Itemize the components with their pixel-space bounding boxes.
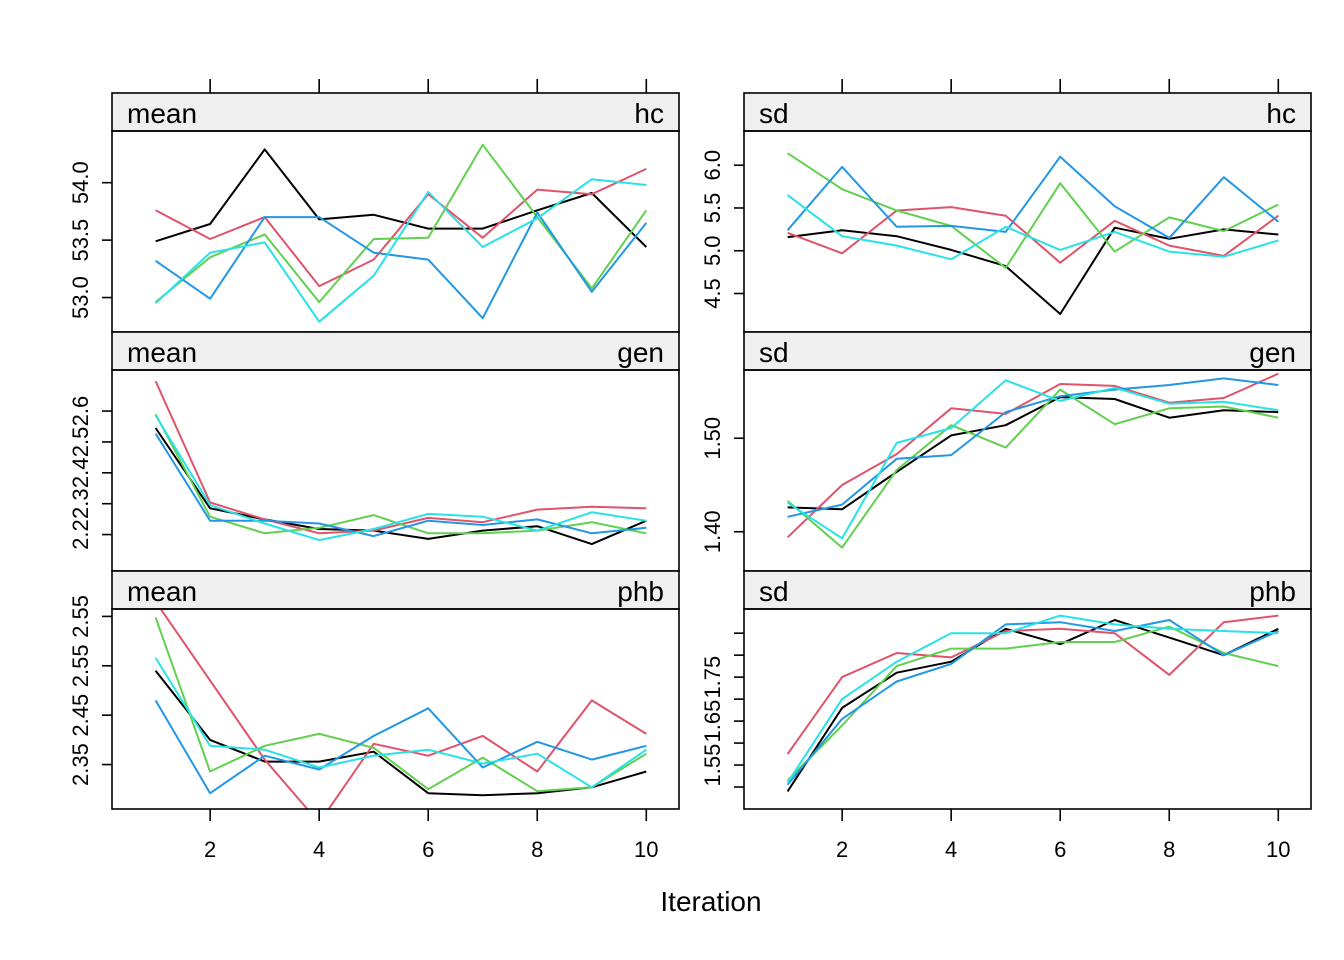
panel-sd-phb: sd phb 1.551.651.75 2 4 6 8 10: [700, 570, 1312, 862]
series-line-2: [786, 372, 1279, 539]
x-tick-label: 8: [1163, 837, 1175, 862]
series-line-5: [154, 414, 647, 542]
y-tick-label: 2.5: [68, 427, 93, 458]
series-line-1: [787, 226, 1279, 315]
series-line-2: [155, 167, 647, 288]
y-tick-label: 2.55: [68, 595, 93, 638]
series-line-3: [154, 143, 648, 304]
series-group: [154, 380, 647, 546]
strip-stat-label: mean: [127, 576, 197, 607]
series-line-5: [786, 614, 1279, 784]
x-tick-label: 10: [1266, 837, 1290, 862]
panel-frame: [111, 608, 680, 810]
strip-stat-label: mean: [127, 98, 197, 129]
y-tick-label: 53.0: [68, 276, 93, 319]
series-line-4: [155, 211, 648, 320]
panel-strip: [111, 331, 680, 371]
strip-stat-label: sd: [759, 98, 789, 129]
series-group: [786, 152, 1279, 315]
series-line-4: [786, 155, 1279, 239]
panel-mean-gen: mean gen 2.22.32.42.52.6: [68, 331, 680, 572]
strip-variable-label: hc: [1266, 98, 1296, 129]
series-line-5: [787, 379, 1279, 540]
series-line-3: [786, 388, 1279, 549]
series-line-3: [154, 617, 647, 793]
panel-strip: [111, 570, 680, 610]
series-group: [786, 372, 1279, 549]
strip-stat-label: mean: [127, 337, 197, 368]
series-line-1: [787, 396, 1279, 511]
x-tick-label: 8: [531, 837, 543, 862]
y-tick-label: 5.0: [700, 235, 725, 266]
panel-mean-hc: mean hc 53.0 53.5 54.0: [68, 79, 680, 333]
y-tick-label: 2.2: [68, 519, 93, 550]
panels-layer: mean hc 53.0 53.5 54.0 sd hc 4.5 5.0 5.5 6.0 mean ge…: [68, 79, 1312, 862]
y-tick-label: 6.0: [700, 150, 725, 181]
series-line-2: [786, 614, 1279, 755]
series-line-1: [155, 148, 648, 248]
x-tick-label: 6: [422, 837, 434, 862]
panel-frame: [743, 608, 1312, 810]
series-line-1: [786, 619, 1279, 792]
series-line-4: [154, 433, 647, 538]
y-tick-label: 5.5: [700, 193, 725, 224]
strip-variable-label: hc: [634, 98, 664, 129]
y-tick-label: 1.65: [700, 700, 725, 743]
y-tick-label: 2.55: [68, 644, 93, 687]
y-tick-label: 2.3: [68, 488, 93, 519]
series-line-3: [787, 152, 1279, 269]
y-tick-label: 53.5: [68, 219, 93, 262]
y-tick-label: 4.5: [700, 278, 725, 309]
series-line-5: [786, 194, 1279, 261]
strip-stat-label: sd: [759, 576, 789, 607]
x-tick-label: 2: [836, 837, 848, 862]
panel-mean-phb: mean phb 2.35 2.45 2.55 2.55 2 4 6 8 10: [68, 570, 680, 862]
strip-stat-label: sd: [759, 337, 789, 368]
x-axis-title: Iteration: [660, 886, 761, 917]
panel-strip: [743, 570, 1312, 610]
x-tick-label: 10: [634, 837, 658, 862]
y-tick-label: 1.55: [700, 744, 725, 787]
series-line-3: [786, 625, 1279, 782]
y-tick-label: 1.40: [700, 510, 725, 553]
x-tick-label: 4: [945, 837, 957, 862]
panel-sd-gen: sd gen 1.40 1.50: [700, 331, 1312, 572]
panel-frame: [743, 369, 1312, 572]
strip-variable-label: phb: [1249, 576, 1296, 607]
panel-strip: [743, 331, 1312, 371]
strip-variable-label: gen: [1249, 337, 1296, 368]
x-tick-label: 6: [1054, 837, 1066, 862]
y-tick-label: 1.50: [700, 417, 725, 460]
panel-frame: [111, 369, 680, 572]
panel-strip: [111, 92, 680, 132]
series-line-4: [154, 699, 647, 795]
x-tick-label: 2: [204, 837, 216, 862]
series-line-2: [159, 609, 647, 809]
y-tick-label: 2.35: [68, 743, 93, 786]
series-group: [154, 609, 647, 809]
y-tick-label: 2.4: [68, 458, 93, 489]
strip-variable-label: phb: [617, 576, 664, 607]
panel-strip: [743, 92, 1312, 132]
y-tick-label: 1.75: [700, 656, 725, 699]
strip-variable-label: gen: [617, 337, 664, 368]
series-line-1: [154, 427, 647, 546]
series-line-3: [154, 413, 647, 535]
y-tick-label: 2.45: [68, 694, 93, 737]
y-tick-label: 2.6: [68, 396, 93, 427]
y-tick-label: 54.0: [68, 161, 93, 204]
series-line-5: [154, 178, 647, 323]
series-line-4: [787, 377, 1279, 518]
series-group: [786, 614, 1279, 792]
series-line-4: [786, 619, 1279, 786]
series-line-5: [154, 657, 647, 789]
series-group: [154, 143, 648, 323]
x-tick-label: 4: [313, 837, 325, 862]
series-line-2: [154, 380, 647, 535]
panel-sd-hc: sd hc 4.5 5.0 5.5 6.0: [700, 79, 1312, 333]
